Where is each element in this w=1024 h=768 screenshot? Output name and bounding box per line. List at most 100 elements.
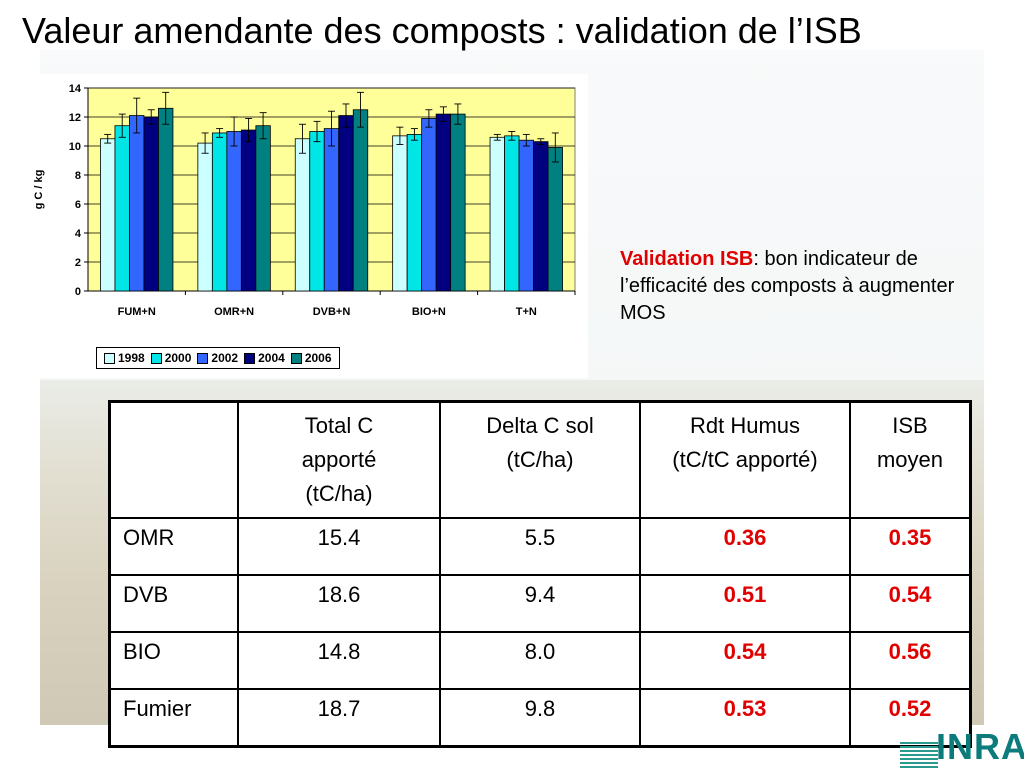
legend-item-1998: 1998 [104, 351, 145, 365]
cell-delta-c: 9.8 [439, 687, 641, 748]
cell-isb: 0.35 [849, 517, 972, 576]
table-row: BIO 14.8 8.0 0.54 0.56 [108, 630, 972, 690]
legend-swatch [104, 352, 115, 364]
y-tick-label: 14 [69, 83, 82, 95]
table-row: OMR 15.4 5.5 0.36 0.35 [108, 517, 972, 576]
table-header-row: Total C apporté (tC/ha) Delta C sol (tC/… [108, 400, 972, 519]
legend-swatch [244, 352, 256, 364]
table-header-rdt-humus: Rdt Humus (tC/tC apporté) [639, 400, 851, 519]
bar-2004-FUM+N [143, 116, 159, 292]
cell-delta-c: 5.5 [439, 517, 641, 576]
bar-2002-T+N [518, 139, 534, 292]
validation-text: : bon indicateur de l’efficacité des com… [620, 248, 955, 324]
bar-2004-OMR+N [240, 129, 257, 292]
bar-2002-FUM+N [129, 115, 145, 292]
inra-logo-text: INRA [936, 726, 1024, 767]
validation-note: Validation ISB: bon indicateur de l’effi… [620, 246, 980, 327]
cell-rdt-humus: 0.36 [639, 517, 851, 576]
legend-label: 1998 [118, 351, 145, 365]
cell-isb: 0.56 [849, 630, 972, 690]
inra-logo-stripes [900, 740, 938, 768]
table-header-isb: ISB moyen [849, 400, 972, 519]
bar-2002-DVB+N [323, 128, 340, 292]
bar-2006-FUM+N [158, 107, 174, 292]
y-tick-label: 8 [75, 170, 81, 182]
table-row: Fumier 18.7 9.8 0.53 0.52 [108, 687, 972, 748]
row-label: DVB [108, 573, 239, 633]
inra-logo: INRA [900, 726, 1024, 768]
bar-1998-DVB+N [294, 138, 311, 292]
bar-2006-OMR+N [255, 125, 271, 292]
legend-item-2002: 2002 [197, 351, 238, 365]
cell-isb: 0.54 [849, 573, 972, 633]
bar-2002-OMR+N [226, 131, 242, 292]
header-line: (tC/tC apporté) [672, 447, 818, 472]
cell-total-c: 18.7 [237, 687, 441, 748]
header-line: moyen [876, 447, 944, 472]
legend-swatch [197, 352, 209, 364]
legend-swatch [290, 352, 302, 364]
header-line: Total C [304, 413, 374, 438]
header-line: (tC/ha) [305, 481, 373, 506]
bar-2002-BIO+N [421, 118, 437, 292]
y-axis-label: g C / kg [33, 170, 45, 210]
bar-2004-BIO+N [435, 113, 452, 292]
bar-1998-T+N [489, 136, 505, 292]
bar-1998-FUM+N [100, 138, 116, 292]
legend-label: 2002 [211, 351, 239, 365]
bar-2006-DVB+N [352, 109, 369, 292]
table-row: DVB 18.6 9.4 0.51 0.54 [108, 573, 972, 633]
isb-table: Total C apporté (tC/ha) Delta C sol (tC/… [108, 400, 972, 748]
bar-2006-T+N [547, 147, 563, 292]
x-tick-label: DVB+N [313, 306, 351, 318]
bar-2000-FUM+N [114, 125, 130, 292]
bar-2000-BIO+N [406, 134, 423, 292]
cell-isb: 0.52 [849, 687, 972, 748]
cell-delta-c: 9.4 [439, 573, 641, 633]
cell-rdt-humus: 0.51 [639, 573, 851, 633]
y-tick-label: 12 [69, 112, 81, 124]
y-tick-label: 0 [75, 286, 81, 298]
cell-total-c: 14.8 [237, 630, 441, 690]
header-line: Delta C sol [486, 413, 594, 438]
bar-2000-T+N [504, 135, 520, 292]
cell-delta-c: 8.0 [439, 630, 641, 690]
x-tick-label: BIO+N [412, 306, 446, 318]
legend-item-2006: 2006 [290, 351, 332, 365]
header-line: apporté [301, 447, 377, 472]
row-label: BIO [108, 630, 239, 690]
legend-swatch [150, 352, 162, 364]
legend-item-2004: 2004 [244, 351, 285, 365]
cell-total-c: 15.4 [237, 517, 441, 576]
legend-item-2000: 2000 [150, 351, 192, 365]
y-tick-label: 10 [69, 141, 81, 153]
bar-2000-OMR+N [211, 132, 228, 292]
cell-rdt-humus: 0.53 [639, 687, 851, 748]
bar-chart: 0 2 4 6 8 10 12 14 g C / kg FUM+N OMR+N DVB+N BIO+N T… [28, 74, 588, 378]
legend-label: 2006 [304, 351, 332, 365]
bar-chart-svg: 0 2 4 6 8 10 12 14 g C / kg FUM+N OMR+N DVB+N BIO+N T… [33, 83, 576, 318]
y-tick-label: 4 [75, 228, 82, 240]
header-line: (tC/ha) [506, 447, 574, 472]
table-header-total-c: Total C apporté (tC/ha) [237, 400, 441, 519]
y-tick-label: 6 [75, 199, 81, 211]
bar-2004-DVB+N [338, 115, 354, 292]
x-tick-label: T+N [516, 306, 537, 318]
chart-legend: 1998 2000 2002 2004 2006 [96, 347, 340, 369]
row-label: Fumier [108, 687, 239, 748]
cell-rdt-humus: 0.54 [639, 630, 851, 690]
x-tick-label: FUM+N [118, 306, 156, 318]
bar-2000-DVB+N [309, 131, 325, 292]
table-header-delta-c: Delta C sol (tC/ha) [439, 400, 641, 519]
bar-1998-BIO+N [392, 135, 408, 292]
row-label: OMR [108, 517, 239, 576]
header-line: ISB [892, 413, 928, 438]
bar-2004-T+N [533, 141, 549, 292]
legend-label: 2004 [258, 351, 285, 365]
bar-2006-BIO+N [450, 113, 466, 292]
validation-highlight: Validation ISB [620, 248, 754, 270]
legend-label: 2000 [164, 351, 192, 365]
header-line: Rdt Humus [689, 413, 801, 438]
x-tick-label: OMR+N [214, 306, 254, 318]
bar-1998-OMR+N [197, 142, 213, 292]
